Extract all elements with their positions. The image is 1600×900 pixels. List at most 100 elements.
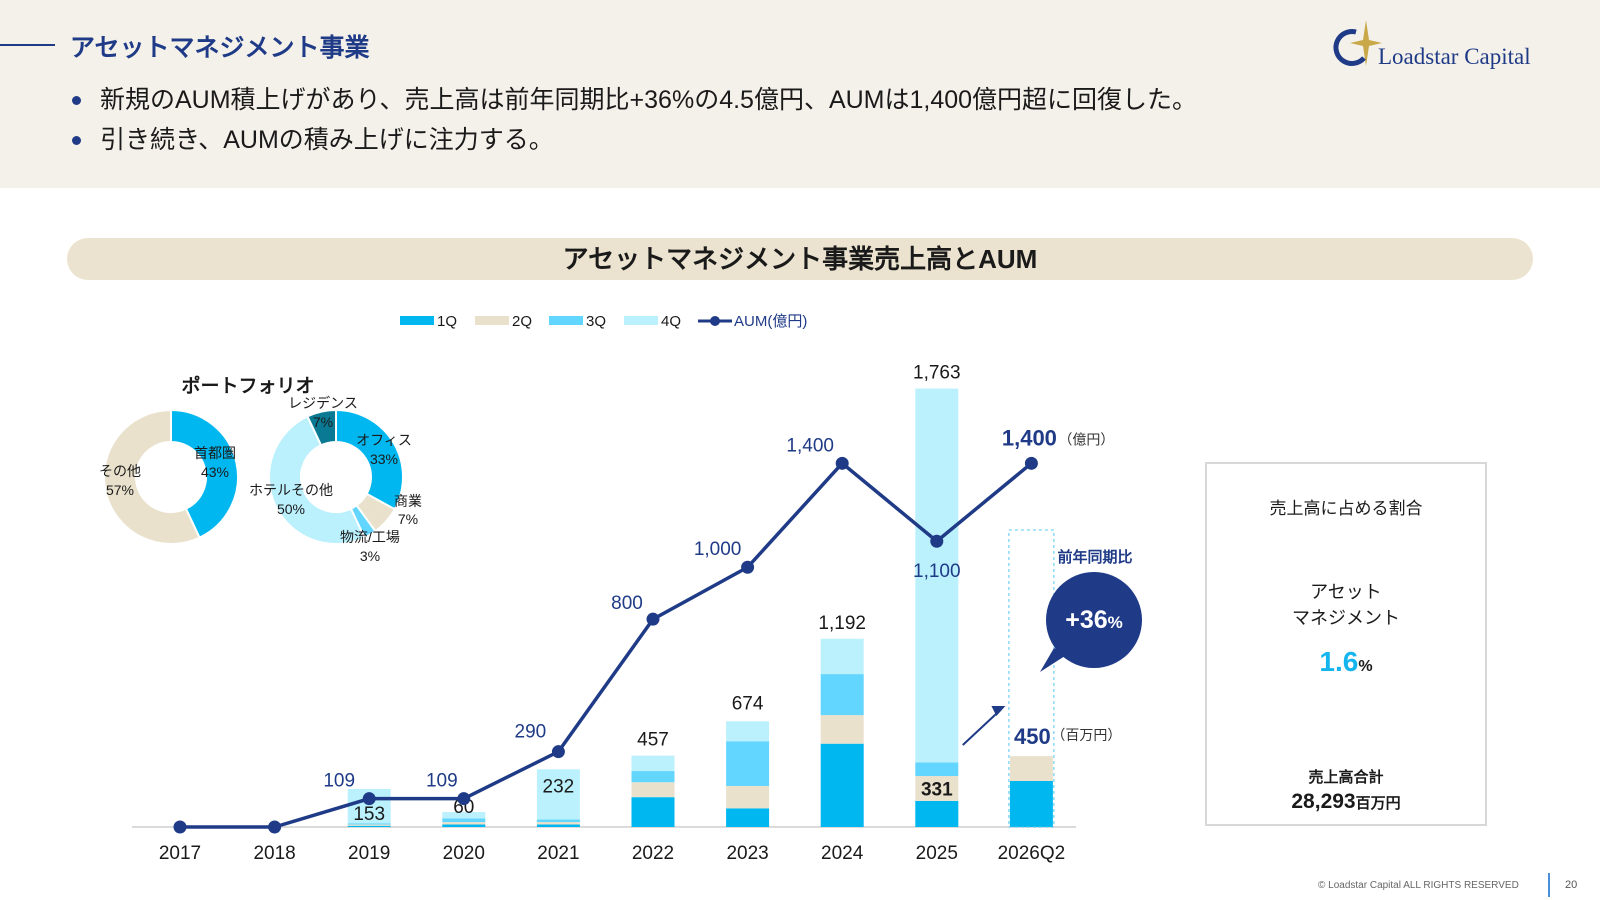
logo-text: Loadstar Capital xyxy=(1378,44,1531,69)
aum-marker xyxy=(362,792,376,806)
chart-title-banner: アセットマネジメント事業売上高とAUM xyxy=(67,238,1533,280)
legend-swatch xyxy=(549,316,583,325)
aum-value-label: 109 xyxy=(426,771,458,792)
total-unit: 百万円 xyxy=(1355,795,1401,812)
legend-swatch xyxy=(624,316,658,325)
bar-segment-1q xyxy=(347,825,391,827)
bullet-item: 引き続き、AUMの積み上げに注力する。 xyxy=(70,120,1197,160)
x-tick-label: 2024 xyxy=(821,843,864,864)
portfolio-type-slice xyxy=(306,408,337,447)
center-line-1: アセット xyxy=(1310,582,1382,602)
slice-label: オフィス xyxy=(356,432,412,448)
aum-marker xyxy=(173,820,187,834)
bar-segment-2q xyxy=(820,715,864,744)
total-sales-value: 28,293百万円 xyxy=(1207,790,1485,814)
x-tick-label: 2017 xyxy=(159,843,201,864)
x-tick-label: 2022 xyxy=(632,843,674,864)
sales-unit-label: （百万円） xyxy=(1051,727,1121,743)
bar-segment-4q xyxy=(536,769,580,820)
header-band xyxy=(0,0,1600,188)
portfolio-region-slice xyxy=(170,408,239,539)
aum-marker xyxy=(268,820,282,834)
slice-pct: 7% xyxy=(398,511,418,527)
aum-marker xyxy=(741,560,755,574)
aum-value-label: 109 xyxy=(323,771,355,792)
bar-segment-1q xyxy=(536,824,580,827)
slice-pct: 43% xyxy=(201,464,229,480)
x-tick-label: 2018 xyxy=(253,843,295,864)
aum-marker xyxy=(646,612,660,626)
portfolio-region-slice xyxy=(103,408,201,545)
legend-swatch xyxy=(475,316,509,325)
x-tick-label: 2021 xyxy=(537,843,579,864)
aum-current-label: 1,400 xyxy=(1002,425,1057,450)
bar-segment-4q xyxy=(726,721,770,742)
x-tick-label: 2026Q2 xyxy=(998,843,1066,864)
bar-segment-2q xyxy=(347,824,391,826)
sales-total-label: 450 xyxy=(1014,724,1051,749)
bar-segment-3q xyxy=(726,741,770,786)
aum-marker xyxy=(930,534,944,548)
bar-total-label: 1,763 xyxy=(913,363,961,384)
slice-pct: 3% xyxy=(360,548,380,564)
section-title: アセットマネジメント事業 xyxy=(70,34,370,62)
bar-total-label: 232 xyxy=(543,776,575,797)
page-number: 20 xyxy=(1565,879,1578,891)
aum-marker xyxy=(457,792,471,806)
bullet-dot-icon xyxy=(72,96,81,105)
legend-label: 3Q xyxy=(586,313,606,330)
slice-label: その他 xyxy=(99,463,141,479)
arrow-head-icon xyxy=(991,706,1006,716)
legend-label: 1Q xyxy=(437,313,457,330)
bar-segment-1q xyxy=(820,743,864,827)
bar-segment-3q xyxy=(536,819,580,823)
bar-inner-label: 331 xyxy=(921,779,953,800)
sales-share-center-label: アセット マネジメント xyxy=(1207,579,1485,631)
yoy-label: 前年同期比 xyxy=(1057,548,1132,566)
bar-segment-1q xyxy=(442,824,486,827)
chart-title: アセットマネジメント事業売上高とAUM xyxy=(562,244,1038,274)
bar-segment-2q xyxy=(1009,756,1053,781)
legend-swatch xyxy=(400,316,434,325)
x-tick-label: 2020 xyxy=(443,843,485,864)
bar-total-label: 674 xyxy=(732,693,764,714)
slice-label: 物流/工場 xyxy=(340,529,400,545)
sales-share-title: 売上高に占める割合 xyxy=(1269,499,1423,518)
aum-unit-label: （億円） xyxy=(1058,431,1114,447)
bar-segment-2q xyxy=(536,822,580,825)
slice-pct: 57% xyxy=(106,482,134,498)
bar-segment-2q xyxy=(726,785,770,809)
x-tick-label: 2019 xyxy=(348,843,390,864)
bar-total-label: 457 xyxy=(637,730,669,751)
aum-line xyxy=(180,460,1033,829)
portfolio-title: ポートフォリオ xyxy=(181,374,314,397)
bar-segment-2q xyxy=(631,782,675,798)
x-tick-label: 2025 xyxy=(916,843,958,864)
bar-segment-1q xyxy=(915,800,959,827)
legend-label: AUM(億円) xyxy=(734,313,807,330)
section-rule xyxy=(0,44,55,46)
footer-divider xyxy=(1548,873,1550,897)
slice-label: 首都圏 xyxy=(194,445,236,461)
portfolio-type-slice xyxy=(267,415,366,546)
forecast-outline xyxy=(1008,529,1055,828)
percent-value: 1.6 xyxy=(1319,646,1359,677)
copyright: © Loadstar Capital ALL RIGHTS RESERVED xyxy=(1318,880,1519,891)
bar-segment-3q xyxy=(347,823,391,825)
aum-value-label: 1,000 xyxy=(694,539,742,560)
total-value: 28,293 xyxy=(1291,790,1356,813)
legend-label: 4Q xyxy=(661,313,681,330)
aum-marker xyxy=(835,456,849,470)
center-line-2: マネジメント xyxy=(1292,608,1400,628)
slice-label: 商業 xyxy=(394,493,422,509)
yoy-callout-bubble xyxy=(1046,572,1142,668)
bar-segment-1q xyxy=(1009,780,1053,827)
bar-total-label: 1,192 xyxy=(818,613,866,634)
legend-aum-marker xyxy=(710,316,720,326)
bar-segment-1q xyxy=(631,797,675,827)
bar-segment-2q xyxy=(442,822,486,825)
portfolio-type-slice xyxy=(335,408,404,511)
bar-segment-3q xyxy=(915,762,959,777)
x-tick-label: 2023 xyxy=(726,843,768,864)
